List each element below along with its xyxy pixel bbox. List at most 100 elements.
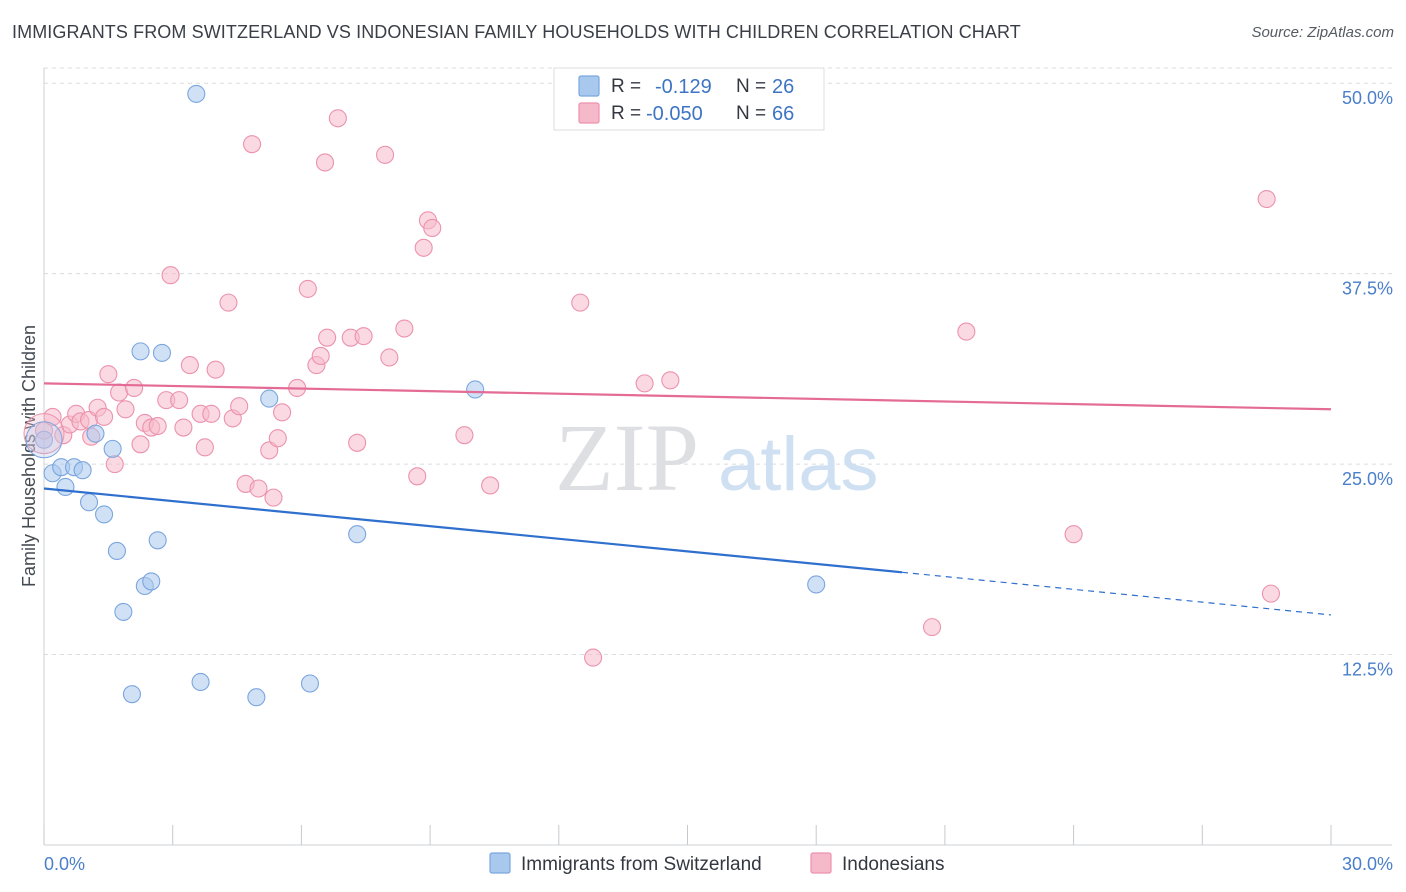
point-indonesians (414, 238, 433, 257)
x-tick-label: 0.0% (44, 854, 85, 874)
point-switzerland (466, 380, 485, 399)
stats-legend: R = -0.129 N = 26 R = -0.050 N = 66 (553, 67, 825, 131)
cluster-bubble-indonesians (23, 413, 65, 455)
trend-line-switzerland (43, 487, 903, 574)
point-indonesians (584, 648, 603, 667)
y-axis-label: Family Households with Children (19, 325, 39, 587)
point-indonesians (202, 404, 221, 423)
y-tick-label: 25.0% (1342, 469, 1393, 489)
point-indonesians (1257, 189, 1276, 209)
point-indonesians (99, 365, 118, 384)
point-indonesians (481, 476, 500, 495)
point-indonesians (635, 374, 654, 393)
stats-swatch-switzerland (578, 75, 600, 97)
point-indonesians (354, 327, 373, 346)
legend-label-switzerland: Immigrants from Switzerland (521, 854, 762, 875)
point-switzerland (73, 461, 92, 480)
point-indonesians (43, 407, 62, 426)
point-switzerland (187, 84, 206, 103)
point-indonesians (116, 400, 135, 419)
point-switzerland (103, 439, 122, 458)
point-indonesians (922, 618, 942, 637)
point-indonesians (180, 356, 199, 375)
trend-line-switzerland-extension (901, 571, 1332, 616)
point-indonesians (318, 328, 337, 347)
y-tick-label: 37.5% (1342, 279, 1393, 299)
point-switzerland (260, 389, 279, 408)
point-indonesians (455, 426, 474, 445)
point-indonesians (395, 319, 414, 338)
point-indonesians (170, 391, 189, 410)
point-switzerland (152, 343, 172, 362)
legend-swatch-indonesians (810, 852, 832, 874)
point-indonesians (380, 348, 399, 367)
stats-r-value-1: -0.129 (655, 76, 712, 98)
point-switzerland (56, 477, 75, 497)
chart-title: IMMIGRANTS FROM SWITZERLAND VS INDONESIA… (12, 22, 1021, 42)
point-indonesians (273, 403, 292, 422)
point-indonesians (195, 438, 214, 457)
point-indonesians (131, 435, 150, 454)
point-indonesians (95, 407, 114, 426)
x-tick-labels: 0.0% 30.0% (43, 825, 1393, 874)
point-indonesians (348, 433, 367, 452)
point-switzerland (34, 430, 54, 449)
point-indonesians (264, 488, 283, 507)
y-tick-label: 50.0% (1342, 88, 1393, 108)
stats-swatch-indonesians (578, 102, 600, 124)
point-switzerland (300, 674, 320, 693)
point-switzerland (247, 688, 266, 707)
point-switzerland (191, 672, 210, 692)
point-switzerland (131, 342, 150, 361)
point-indonesians (268, 429, 287, 448)
source-credit: Source: ZipAtlas.com (1251, 24, 1394, 41)
point-switzerland (348, 525, 367, 544)
point-indonesians (1064, 525, 1083, 544)
point-indonesians (328, 109, 347, 128)
legend-label-indonesians: Indonesians (842, 854, 944, 875)
point-indonesians (230, 397, 249, 416)
point-switzerland (107, 541, 126, 561)
point-switzerland (114, 602, 133, 621)
point-switzerland (142, 572, 161, 591)
point-indonesians (1261, 584, 1280, 603)
series-legend: Immigrants from Switzerland Indonesians (489, 852, 944, 875)
stats-n-label-2: N = (736, 103, 766, 124)
point-indonesians (206, 360, 225, 379)
point-indonesians (315, 153, 335, 172)
point-indonesians (408, 467, 427, 486)
point-indonesians (148, 416, 167, 436)
point-switzerland (148, 531, 167, 550)
y-tick-label: 12.5% (1342, 660, 1393, 680)
point-indonesians (105, 455, 124, 474)
stats-n-label-1: N = (736, 76, 766, 97)
data-points (23, 84, 1280, 707)
point-indonesians (376, 145, 395, 164)
point-indonesians (957, 322, 976, 341)
point-indonesians (125, 378, 144, 397)
point-indonesians (311, 346, 330, 365)
point-indonesians (219, 293, 238, 312)
point-switzerland (95, 505, 114, 524)
point-indonesians (571, 293, 590, 312)
point-indonesians (661, 371, 680, 390)
stats-r-label-2: R = (611, 103, 641, 124)
watermark-zip: ZIP (555, 404, 699, 511)
point-switzerland (807, 575, 826, 594)
watermark: ZIP atlas (555, 404, 879, 511)
axes (43, 68, 1392, 846)
point-switzerland (122, 685, 141, 704)
grid-lines (44, 67, 1392, 656)
point-indonesians (161, 266, 180, 285)
watermark-atlas: atlas (718, 422, 879, 507)
point-switzerland (86, 424, 105, 443)
point-indonesians (110, 383, 129, 402)
legend-swatch-switzerland (489, 852, 511, 874)
trend-line-indonesians (43, 382, 1332, 411)
trend-lines (43, 382, 1332, 616)
stats-n-value-2: 66 (772, 103, 794, 125)
point-indonesians (174, 418, 193, 437)
point-indonesians (243, 135, 262, 154)
point-indonesians (249, 479, 268, 498)
